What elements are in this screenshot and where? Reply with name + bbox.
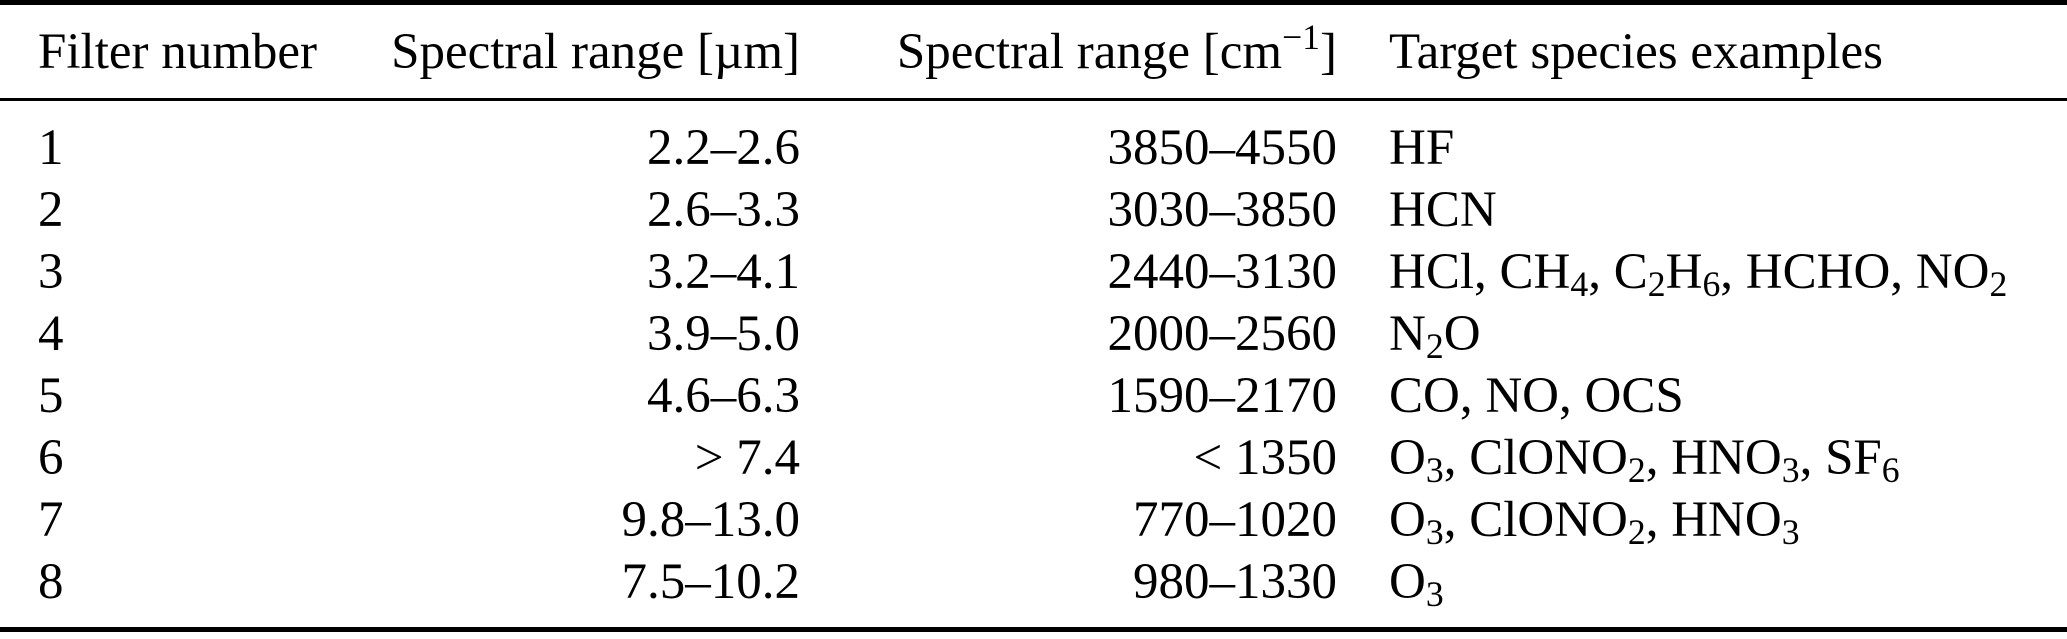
cell-filter-number: 7 xyxy=(38,492,64,548)
cell-target-species: HCN xyxy=(1389,182,1497,238)
cell-spectral-range-cm: 3850–4550 xyxy=(1107,120,1338,176)
cell-filter-number: 1 xyxy=(38,120,64,176)
cell-target-species: O3, ClONO2, HNO3 xyxy=(1389,492,1800,552)
cell-spectral-range-cm: 980–1330 xyxy=(1133,554,1337,610)
cell-spectral-range-um: 3.9–5.0 xyxy=(647,306,800,362)
cell-target-species: HF xyxy=(1389,120,1455,176)
cell-spectral-range-cm: 3030–3850 xyxy=(1107,182,1338,238)
table-row: 8 7.5–10.2 980–1330 O3 xyxy=(0,551,2067,630)
header-row: Filter number Spectral range [µm] Spectr… xyxy=(0,2,2067,100)
table-row: 4 3.9–5.0 2000–2560 N2O xyxy=(0,303,2067,365)
cell-target-species: CO, NO, OCS xyxy=(1389,368,1684,424)
column-header-spectral-range-um: Spectral range [µm] xyxy=(391,23,800,80)
column-header-spectral-range-cm: Spectral range [cm−1] xyxy=(896,16,1337,80)
cell-spectral-range-cm: < 1350 xyxy=(1193,430,1337,486)
table-body: 1 2.2–2.6 3850–4550 HF 2 2.6–3.3 3030–3850 HCN 3… xyxy=(0,100,2067,630)
cell-filter-number: 4 xyxy=(38,306,64,362)
cell-filter-number: 6 xyxy=(38,430,64,486)
cell-spectral-range-cm: 2440–3130 xyxy=(1107,244,1338,300)
cell-spectral-range-um: 2.2–2.6 xyxy=(647,120,800,176)
cell-spectral-range-cm: 1590–2170 xyxy=(1107,368,1338,424)
table-row: 6 > 7.4 < 1350 O3, ClONO2, HNO3, SF6 xyxy=(0,427,2067,489)
cell-filter-number: 5 xyxy=(38,368,64,424)
table-row: 3 3.2–4.1 2440–3130 HCl, CH4, C2H6, HCHO, N… xyxy=(0,241,2067,303)
table-row: 5 4.6–6.3 1590–2170 CO, NO, OCS xyxy=(0,365,2067,427)
cell-spectral-range-um: 7.5–10.2 xyxy=(621,554,801,610)
cell-spectral-range-um: 2.6–3.3 xyxy=(647,182,800,238)
cell-target-species: HCl, CH4, C2H6, HCHO, NO2 xyxy=(1389,244,2008,304)
cell-spectral-range-cm: 770–1020 xyxy=(1133,492,1337,548)
cell-target-species: N2O xyxy=(1389,306,1481,366)
cell-target-species: O3, ClONO2, HNO3, SF6 xyxy=(1389,430,1900,490)
column-header-filter-number: Filter number xyxy=(38,23,318,80)
cell-filter-number: 2 xyxy=(38,182,64,238)
table-header: Filter number Spectral range [µm] Spectr… xyxy=(0,2,2067,100)
cell-filter-number: 8 xyxy=(38,554,64,610)
cell-spectral-range-cm: 2000–2560 xyxy=(1107,306,1338,362)
table-row: 2 2.6–3.3 3030–3850 HCN xyxy=(0,179,2067,241)
cell-spectral-range-um: 3.2–4.1 xyxy=(647,244,800,300)
cell-filter-number: 3 xyxy=(38,244,64,300)
table-row: 1 2.2–2.6 3850–4550 HF xyxy=(0,100,2067,180)
table-row: 7 9.8–13.0 770–1020 O3, ClONO2, HNO3 xyxy=(0,489,2067,551)
column-header-target-species: Target species examples xyxy=(1389,23,1883,80)
cell-spectral-range-um: 9.8–13.0 xyxy=(621,492,801,548)
cell-target-species: O3 xyxy=(1389,554,1444,614)
cell-spectral-range-um: > 7.4 xyxy=(694,430,800,486)
cell-spectral-range-um: 4.6–6.3 xyxy=(647,368,800,424)
